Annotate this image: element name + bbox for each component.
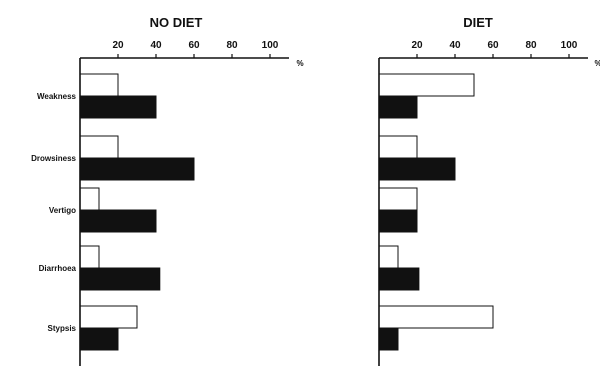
bar-drowsiness-open xyxy=(79,135,119,159)
category-label: Weakness xyxy=(37,92,77,101)
x-tick-label: 40 xyxy=(449,40,461,51)
x-unit-label-no-diet: % xyxy=(296,59,303,68)
bar-vertigo-filled xyxy=(378,209,418,233)
bar-stypsis-open xyxy=(79,305,138,329)
category-label: Vertigo xyxy=(49,206,76,215)
bar-diarrhoea-open xyxy=(79,245,100,269)
x-tick-label: 20 xyxy=(411,40,423,51)
bar-diarrhoea-filled xyxy=(378,267,420,291)
x-tick-label: 100 xyxy=(561,40,578,51)
x-tick-label: 60 xyxy=(487,40,499,51)
panel-title-diet: DIET xyxy=(463,15,493,30)
bar-weakness-filled xyxy=(79,95,157,119)
bar-weakness-open xyxy=(79,73,119,97)
bar-stypsis-open xyxy=(378,305,494,329)
bar-weakness-open xyxy=(378,73,475,97)
x-unit-label-diet: % xyxy=(594,59,600,68)
bar-weakness-filled xyxy=(378,95,418,119)
panel-title-no-diet: NO DIET xyxy=(150,15,203,30)
bar-vertigo-open xyxy=(378,187,418,211)
bar-drowsiness-filled xyxy=(378,157,456,181)
x-tick-label: 80 xyxy=(226,40,238,51)
bar-stypsis-filled xyxy=(79,327,119,351)
x-tick-label: 80 xyxy=(525,40,537,51)
bar-stypsis-filled xyxy=(378,327,399,351)
panel-no-diet: NO DIET % 20 40 60 80 100 Weakness Drowsiness… xyxy=(31,15,304,366)
x-tick-label: 40 xyxy=(150,40,162,51)
bar-diarrhoea-open xyxy=(378,245,399,269)
category-label: Stypsis xyxy=(48,324,77,333)
bar-vertigo-open xyxy=(79,187,100,211)
x-tick-label: 100 xyxy=(262,40,279,51)
bar-diarrhoea-filled xyxy=(79,267,161,291)
bar-drowsiness-filled xyxy=(79,157,195,181)
bar-vertigo-filled xyxy=(79,209,157,233)
category-label: Diarrhoea xyxy=(39,264,77,273)
bar-drowsiness-open xyxy=(378,135,418,159)
panel-diet: DIET % 20 40 60 80 100 xyxy=(378,15,600,366)
category-label: Drowsiness xyxy=(31,154,76,163)
x-tick-label: 20 xyxy=(112,40,124,51)
x-tick-label: 60 xyxy=(188,40,200,51)
